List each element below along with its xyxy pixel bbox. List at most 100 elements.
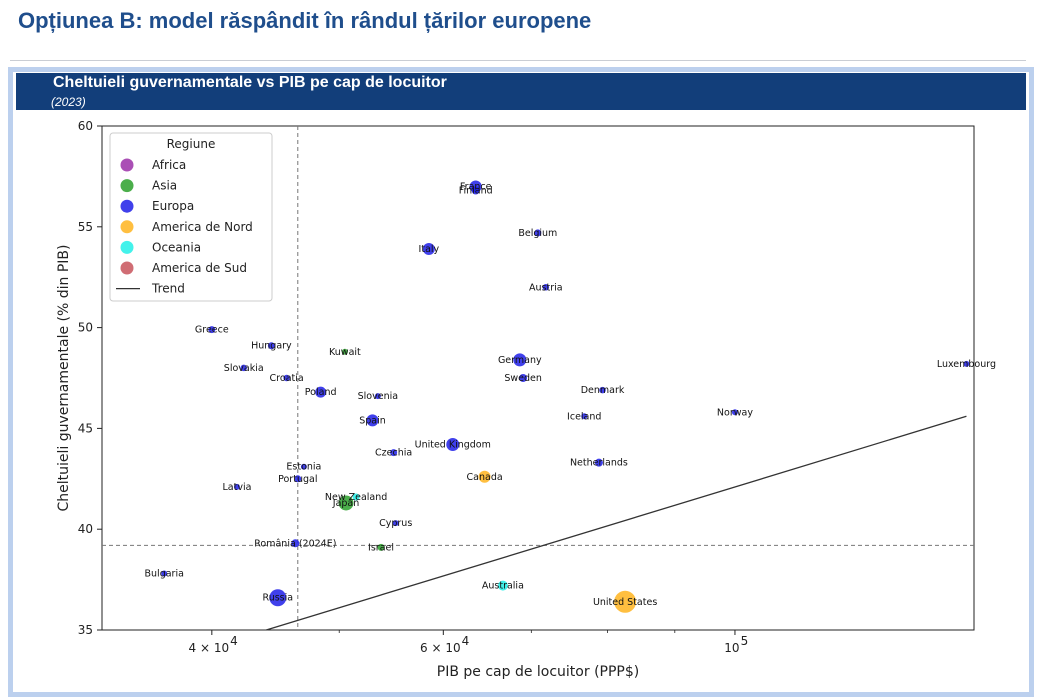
point-label: Finland bbox=[459, 186, 493, 197]
point-label: New Zealand bbox=[325, 492, 387, 503]
data-point bbox=[963, 360, 970, 367]
point-label: Spain bbox=[359, 415, 386, 426]
point-label: Portugal bbox=[278, 474, 317, 485]
data-point bbox=[422, 242, 435, 255]
point-label: Luxembourg bbox=[937, 359, 996, 370]
point-label: Greece bbox=[195, 325, 229, 336]
chart-title: Cheltuieli guvernamentale vs PIB pe cap … bbox=[53, 74, 447, 91]
point-label: Israel bbox=[368, 542, 394, 553]
x-tick-exponent: 4 bbox=[462, 634, 470, 648]
data-point bbox=[267, 342, 275, 350]
data-point bbox=[240, 364, 247, 372]
data-point bbox=[497, 580, 508, 591]
data-point bbox=[471, 186, 480, 195]
point-label: Bulgaria bbox=[145, 569, 184, 580]
x-tick-exponent: 5 bbox=[741, 634, 749, 648]
data-point bbox=[534, 229, 542, 237]
data-point bbox=[599, 386, 606, 394]
data-point bbox=[581, 413, 588, 420]
point-label: Croatia bbox=[270, 373, 304, 384]
data-point bbox=[300, 463, 307, 470]
point-label: România (2024E) bbox=[254, 538, 336, 549]
data-point bbox=[366, 414, 379, 427]
legend-entry-label: Asia bbox=[152, 179, 177, 193]
legend-entry-label: Europa bbox=[152, 199, 194, 213]
slide-title: Opțiunea B: model răspândit în rândul ță… bbox=[18, 8, 592, 33]
data-point bbox=[594, 458, 603, 467]
point-label: United States bbox=[593, 597, 657, 608]
point-label: Germany bbox=[498, 355, 542, 366]
x-tick-label: 4 × 10 bbox=[189, 641, 230, 655]
data-point bbox=[352, 493, 360, 501]
y-tick-label: 55 bbox=[78, 220, 93, 234]
y-tick-label: 40 bbox=[78, 522, 93, 536]
legend-trend-label: Trend bbox=[151, 282, 185, 296]
data-point bbox=[446, 438, 460, 452]
data-point bbox=[269, 589, 287, 607]
data-point bbox=[283, 374, 290, 382]
point-label: Sweden bbox=[504, 373, 542, 384]
x-axis: 4 × 10 4 6 × 10 4 10 5 bbox=[189, 630, 749, 655]
point-label: Italy bbox=[419, 244, 440, 255]
data-point bbox=[294, 475, 302, 483]
y-axis-title: Cheltuieli guvernamentale (% din PIB) bbox=[56, 245, 72, 512]
data-point bbox=[519, 374, 528, 382]
point-label: Estonia bbox=[286, 462, 321, 473]
legend-marker bbox=[120, 240, 134, 254]
trend-line bbox=[266, 415, 967, 631]
chart-header-banner bbox=[16, 73, 1026, 110]
point-label: United Kingdom bbox=[415, 440, 491, 451]
point-label: Latvia bbox=[222, 482, 251, 493]
point-label: Poland bbox=[305, 387, 337, 398]
point-label: Slovakia bbox=[224, 363, 264, 374]
point-label: Denmark bbox=[581, 385, 625, 396]
data-point bbox=[338, 495, 354, 511]
legend-marker bbox=[120, 220, 134, 234]
data-points bbox=[161, 180, 970, 613]
data-point bbox=[208, 326, 216, 334]
data-point bbox=[377, 543, 385, 551]
point-label: Japan bbox=[332, 498, 360, 509]
y-tick-label: 60 bbox=[78, 119, 93, 133]
data-point bbox=[614, 590, 637, 613]
y-tick-label: 50 bbox=[78, 321, 93, 335]
point-label: Belgium bbox=[518, 228, 557, 239]
data-point bbox=[542, 284, 550, 291]
legend-marker bbox=[120, 261, 134, 275]
point-label: Slovenia bbox=[358, 391, 398, 402]
title-divider bbox=[10, 60, 1026, 61]
chart-subtitle: (2023) bbox=[51, 95, 86, 109]
data-point bbox=[390, 449, 398, 457]
data-point bbox=[315, 386, 327, 398]
data-point bbox=[731, 409, 738, 416]
x-axis-title: PIB pe cap de locuitor (PPP$) bbox=[437, 664, 639, 680]
point-label: Czechia bbox=[375, 448, 412, 459]
data-point bbox=[161, 570, 168, 577]
data-point bbox=[478, 470, 491, 483]
legend-box bbox=[109, 132, 273, 302]
data-point bbox=[341, 348, 348, 355]
legend-entry-label: America de Nord bbox=[152, 220, 253, 234]
x-tick-label: 10 bbox=[724, 641, 739, 655]
x-tick-label: 6 × 10 bbox=[420, 641, 461, 655]
data-point bbox=[374, 393, 381, 400]
point-label: Kuwait bbox=[329, 347, 361, 358]
data-point bbox=[513, 353, 527, 367]
point-label: Russia bbox=[263, 593, 294, 604]
legend-marker bbox=[120, 158, 134, 172]
data-point bbox=[233, 483, 240, 490]
legend-marker bbox=[120, 179, 134, 193]
y-axis: 35 40 45 50 55 60 bbox=[78, 119, 102, 637]
legend-entry-label: Oceania bbox=[152, 240, 201, 254]
point-label: Netherlands bbox=[570, 458, 628, 469]
x-tick-exponent: 4 bbox=[230, 634, 238, 648]
legend-marker bbox=[120, 199, 134, 213]
point-label: Canada bbox=[467, 472, 503, 483]
point-label: Austria bbox=[529, 282, 563, 293]
data-point bbox=[392, 520, 399, 527]
point-label: Hungary bbox=[251, 341, 292, 352]
legend-entry-label: Africa bbox=[152, 158, 186, 172]
point-label: Cyprus bbox=[379, 518, 412, 529]
data-point bbox=[291, 539, 300, 548]
